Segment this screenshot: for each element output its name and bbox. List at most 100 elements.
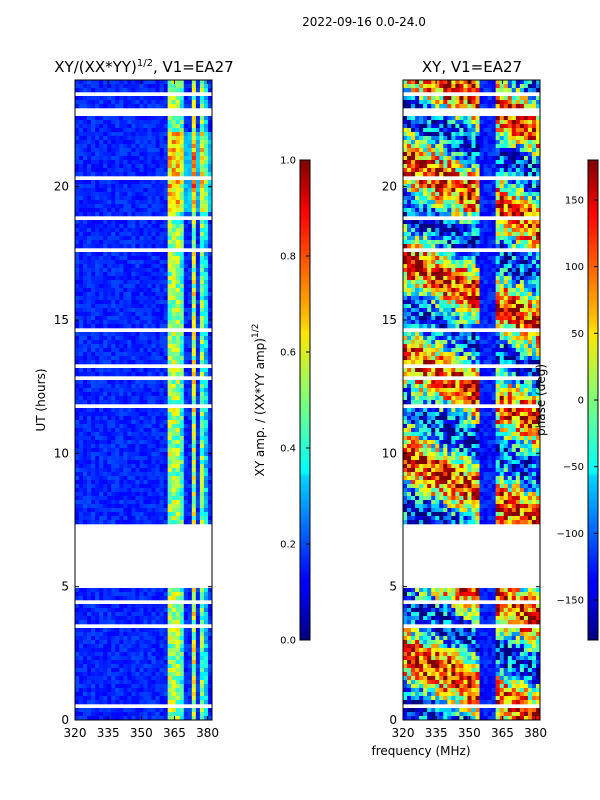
heatmap-cell [75,464,80,469]
heatmap-cell [427,84,432,89]
heatmap-cell [79,444,84,449]
heatmap-cell [171,208,177,213]
y-tick-label: 20 [54,180,69,194]
heatmap-cell [459,80,464,85]
heatmap-cell [147,440,152,445]
heatmap-cell [147,288,152,293]
heatmap-cell [95,656,100,661]
heatmap-cell [199,684,205,689]
heatmap-cell [187,84,193,89]
heatmap-cell [191,700,197,705]
heatmap-cell [87,280,92,285]
heatmap-cell [91,712,96,717]
heatmap-cell [155,488,160,493]
heatmap-cell [123,268,128,273]
heatmap-cell [207,596,213,601]
heatmap-cell [199,104,205,109]
heatmap-cell [119,168,124,173]
heatmap-cell [191,340,197,345]
heatmap-cell [115,352,120,357]
heatmap-cell [111,452,116,457]
heatmap-cell [191,316,197,321]
heatmap-cell [499,136,505,141]
heatmap-cell [91,696,96,701]
heatmap-cell [195,504,201,509]
heatmap-cell [107,628,112,633]
heatmap-cell [75,380,80,385]
heatmap-cell [99,416,104,421]
heatmap-cell [95,484,100,489]
heatmap-cell [83,344,88,349]
heatmap-cell [123,412,128,417]
heatmap-cell [123,240,128,245]
heatmap-cell [175,296,181,301]
heatmap-cell [83,416,88,421]
heatmap-cell [167,400,173,405]
heatmap-cell [199,316,205,321]
heatmap-cell [207,664,213,669]
heatmap-cell [123,332,128,337]
heatmap-cell [75,252,80,257]
heatmap-cell [199,520,205,525]
heatmap-cell [91,128,96,133]
heatmap-cell [95,508,100,513]
heatmap-cell [159,104,164,109]
heatmap-cell [119,464,124,469]
heatmap-cell [155,152,160,157]
heatmap-cell [179,436,185,441]
heatmap-cell [503,80,509,85]
heatmap-cell [127,180,132,185]
heatmap-cell [175,484,181,489]
heatmap-cell [515,136,521,141]
heatmap-cell [151,324,156,329]
heatmap-cell [203,196,209,201]
heatmap-cell [151,156,156,161]
heatmap-cell [79,284,84,289]
heatmap-cell [143,696,148,701]
heatmap-cell [127,80,132,85]
heatmap-cell [403,144,408,149]
heatmap-cell [143,608,148,613]
heatmap-cell [87,292,92,297]
heatmap-cell [131,620,136,625]
heatmap-cell [103,268,108,273]
heatmap-cell [163,596,168,601]
heatmap-cell [155,496,160,501]
heatmap-cell [87,168,92,173]
heatmap-cell [199,468,205,473]
heatmap-cell [131,200,136,205]
heatmap-cell [115,356,120,361]
heatmap-cell [131,320,136,325]
heatmap-cell [403,120,408,125]
heatmap-cell [187,152,193,157]
heatmap-cell [123,100,128,105]
heatmap-cell [175,672,181,677]
heatmap-cell [111,644,116,649]
heatmap-cell [187,660,193,665]
heatmap-cell [155,440,160,445]
heatmap-cell [195,696,201,701]
heatmap-cell [199,616,205,621]
heatmap-cell [199,84,205,89]
heatmap-cell [75,640,80,645]
heatmap-cell [199,412,205,417]
heatmap-cell [167,660,173,665]
heatmap-cell [75,192,80,197]
heatmap-cell [87,296,92,301]
heatmap-cell [103,228,108,233]
heatmap-cell [155,384,160,389]
heatmap-cell [183,628,189,633]
heatmap-cell [79,700,84,705]
heatmap-cell [155,640,160,645]
heatmap-cell [475,128,480,133]
heatmap-cell [207,416,213,421]
heatmap-cell [79,340,84,345]
heatmap-cell [91,96,96,101]
heatmap-cell [179,332,185,337]
heatmap-cell [79,520,84,525]
heatmap-cell [91,620,96,625]
heatmap-cell [131,180,136,185]
heatmap-cell [207,180,213,185]
heatmap-cell [163,308,168,313]
heatmap-cell [207,500,213,505]
